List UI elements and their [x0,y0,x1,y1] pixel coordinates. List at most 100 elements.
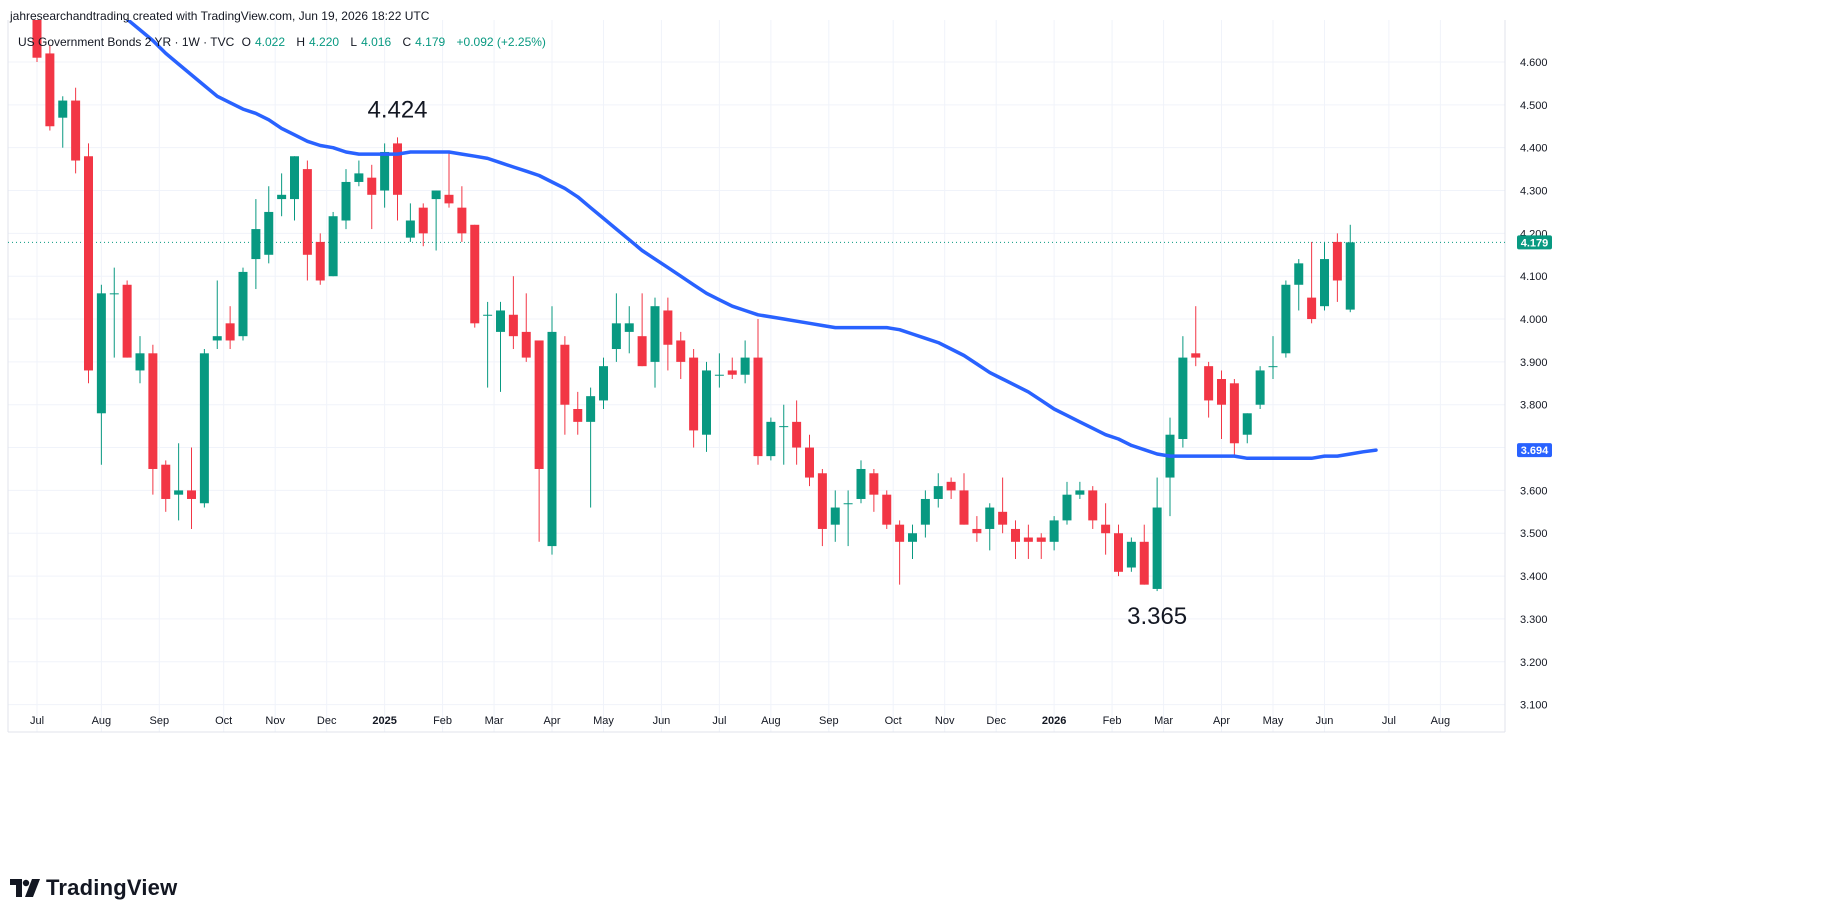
candle-up[interactable] [431,190,441,200]
candle-up[interactable] [238,271,248,337]
candle-down[interactable] [122,284,132,358]
candle-down[interactable] [1204,366,1214,401]
candle-up[interactable] [1178,357,1188,439]
candle-down[interactable] [444,194,454,204]
candle-down[interactable] [45,53,55,127]
candle-up[interactable] [830,507,840,525]
candle-down[interactable] [418,207,428,234]
candle-down[interactable] [805,447,814,478]
candle-down[interactable] [637,336,647,367]
candle-down[interactable] [560,344,570,405]
candle-up[interactable] [1152,507,1162,589]
candle-down[interactable] [869,473,879,495]
candle-up[interactable] [624,323,634,332]
candle-down[interactable] [393,143,402,195]
candle-down[interactable] [689,357,699,431]
candle-down[interactable] [882,494,892,525]
candle-up[interactable] [264,211,274,255]
candle-up[interactable] [496,310,505,332]
candle-down[interactable] [1023,537,1033,542]
candle-up[interactable] [1062,494,1072,521]
candle-up[interactable] [405,220,415,238]
candle-down[interactable] [573,409,583,422]
candle-down[interactable] [302,169,312,255]
candle-down[interactable] [508,314,518,337]
candle-up[interactable] [740,357,750,375]
candle-up[interactable] [354,173,364,182]
candle-down[interactable] [1114,533,1123,572]
candle-down[interactable] [895,524,905,542]
candle-up[interactable] [1281,284,1291,354]
candle-up[interactable] [212,336,222,341]
candle-down[interactable] [817,473,827,529]
candle-down[interactable] [1139,541,1149,585]
candle-down[interactable] [946,481,956,491]
candle-down[interactable] [1229,383,1239,444]
candle-down[interactable] [534,340,544,469]
candle-down[interactable] [1191,353,1201,358]
candle-down[interactable] [315,241,325,281]
tradingview-logo[interactable]: TradingView [10,875,177,901]
candle-up[interactable] [1255,370,1265,405]
candle-up[interactable] [199,353,209,504]
candle-up[interactable] [1049,520,1059,542]
candle-down[interactable] [1088,490,1098,521]
candle-up[interactable] [933,486,943,499]
candle-up[interactable] [908,533,917,542]
candle-down[interactable] [84,156,93,371]
candle-down[interactable] [521,331,531,358]
candle-down[interactable] [148,353,158,469]
candle-down[interactable] [1011,528,1020,542]
candle-up[interactable] [174,490,184,495]
candle-up[interactable] [650,306,660,362]
candle-up[interactable] [586,396,596,422]
candle-up[interactable] [290,156,299,200]
candle-up[interactable] [714,374,724,376]
candle-up[interactable] [328,216,338,277]
candle-up[interactable] [599,366,608,401]
candle-down[interactable] [470,224,480,324]
candle-down[interactable] [367,177,377,195]
candle-down[interactable] [1217,379,1226,405]
candle-down[interactable] [676,340,686,362]
candle-up[interactable] [920,498,930,525]
candle-up[interactable] [483,314,493,316]
candle-down[interactable] [998,511,1008,525]
candle-down[interactable] [727,370,737,375]
candle-up[interactable] [251,229,261,260]
candle-down[interactable] [1101,524,1111,534]
candle-down[interactable] [187,490,196,499]
candle-down[interactable] [663,310,673,345]
candle-up[interactable] [1345,242,1355,310]
candle-up[interactable] [109,293,119,295]
candle-up[interactable] [779,426,789,428]
candle-down[interactable] [71,100,81,161]
candle-up[interactable] [96,293,106,414]
candle-up[interactable] [843,503,853,505]
candle-up[interactable] [702,370,711,435]
candle-up[interactable] [1320,259,1329,307]
candle-up[interactable] [135,353,145,371]
candle-up[interactable] [611,323,621,350]
candle-down[interactable] [972,528,982,534]
candle-up[interactable] [341,181,351,221]
candle-down[interactable] [1307,297,1317,320]
candle-up[interactable] [58,100,68,118]
candle-up[interactable] [1126,541,1136,568]
candle-up[interactable] [766,421,776,457]
symbol-legend[interactable]: US Government Bonds 2 YR · 1W · TVC O 4.0… [18,35,550,49]
candle-up[interactable] [1268,366,1278,368]
candle-up[interactable] [1294,263,1304,285]
candle-up[interactable] [1242,413,1252,435]
candle-up[interactable] [277,194,287,200]
candle-up[interactable] [856,468,866,499]
candle-down[interactable] [32,11,42,58]
candle-down[interactable] [1036,537,1046,542]
candle-up[interactable] [547,331,557,547]
candle-down[interactable] [753,357,763,457]
candle-down[interactable] [457,207,467,234]
candle-down[interactable] [1332,241,1342,281]
candle-down[interactable] [959,490,969,525]
candle-up[interactable] [380,151,390,191]
